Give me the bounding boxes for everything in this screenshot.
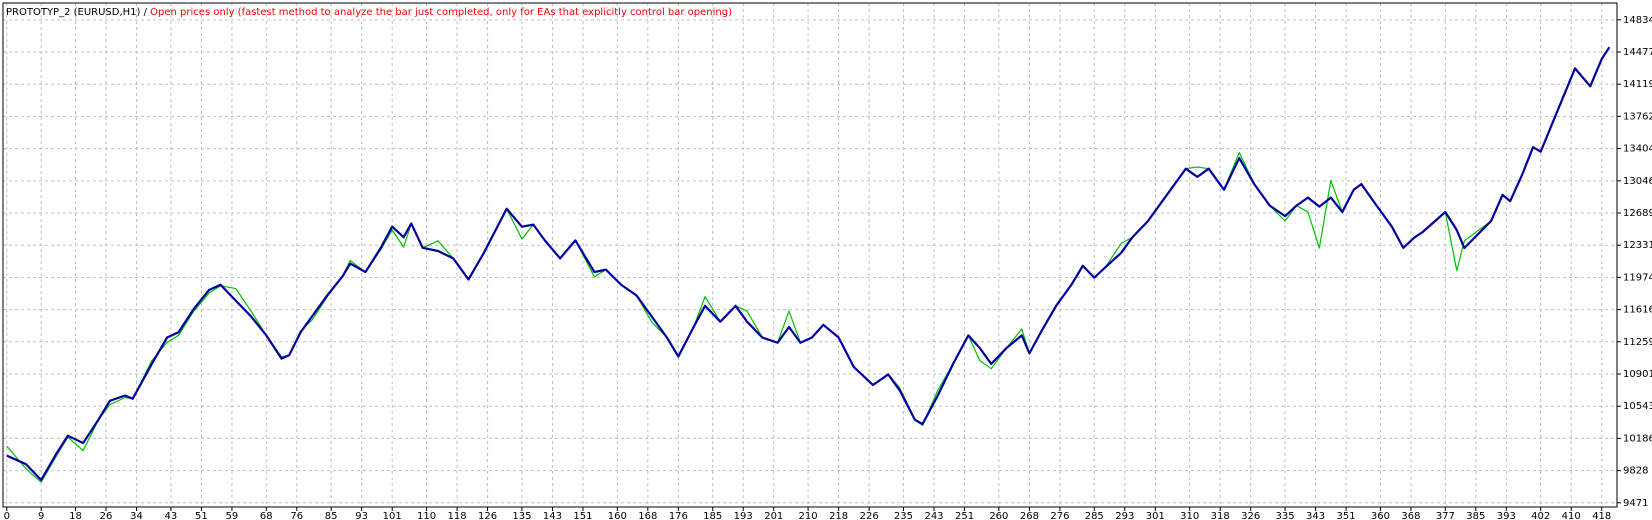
- y-tick-label: 14834: [1623, 15, 1652, 26]
- chart-title: PROTOTYP_2 (EURUSD,H1) / Open prices onl…: [6, 7, 732, 18]
- x-tick-label: 201: [764, 511, 783, 520]
- y-tick-label: 14119: [1623, 79, 1652, 90]
- x-tick-label: 260: [989, 511, 1008, 520]
- x-tick-label: 293: [1115, 511, 1134, 520]
- x-tick-label: 235: [894, 511, 913, 520]
- x-tick-label: 301: [1146, 511, 1165, 520]
- x-tick-label: 402: [1531, 511, 1550, 520]
- x-tick-label: 193: [734, 511, 753, 520]
- y-tick-label: 11616: [1623, 305, 1652, 316]
- x-tick-label: 368: [1401, 511, 1420, 520]
- chart-title-main: PROTOTYP_2 (EURUSD,H1) /: [6, 7, 148, 18]
- x-tick-label: 276: [1050, 511, 1069, 520]
- x-tick-label: 59: [226, 511, 239, 520]
- x-tick-label: 351: [1337, 511, 1356, 520]
- x-tick-label: 68: [260, 511, 273, 520]
- y-tick-label: 10901: [1623, 369, 1652, 380]
- x-tick-label: 143: [543, 511, 562, 520]
- x-tick-label: 9: [38, 511, 44, 520]
- y-tick-label: 10543: [1623, 401, 1652, 412]
- x-tick-label: 343: [1306, 511, 1325, 520]
- x-tick-label: 310: [1180, 511, 1199, 520]
- x-tick-label: 85: [325, 511, 338, 520]
- x-tick-label: 101: [383, 511, 402, 520]
- x-tick-label: 268: [1020, 511, 1039, 520]
- x-tick-label: 243: [924, 511, 943, 520]
- y-tick-label: 14477: [1623, 47, 1652, 58]
- x-tick-label: 43: [165, 511, 178, 520]
- x-tick-label: 210: [799, 511, 818, 520]
- y-tick-label: 9471: [1623, 498, 1648, 509]
- y-tick-label: 13046: [1623, 176, 1652, 187]
- chart-subtitle: Open prices only (fastest method to anal…: [150, 7, 732, 18]
- x-tick-label: 18: [69, 511, 82, 520]
- x-tick-label: 51: [195, 511, 208, 520]
- x-tick-label: 360: [1371, 511, 1390, 520]
- y-tick-label: 11974: [1623, 272, 1652, 283]
- x-tick-label: 176: [669, 511, 688, 520]
- x-tick-label: 326: [1241, 511, 1260, 520]
- x-tick-label: 418: [1592, 511, 1611, 520]
- y-tick-label: 12689: [1623, 208, 1652, 219]
- series-line: [6, 46, 1611, 482]
- x-tick-label: 393: [1497, 511, 1516, 520]
- x-tick-label: 410: [1562, 511, 1581, 520]
- x-tick-label: 76: [290, 511, 303, 520]
- y-tick-label: 9828: [1623, 466, 1648, 477]
- x-tick-label: 135: [512, 511, 531, 520]
- x-tick-label: 385: [1466, 511, 1485, 520]
- x-tick-label: 377: [1436, 511, 1455, 520]
- y-tick-label: 11259: [1623, 337, 1652, 348]
- x-tick-label: 110: [417, 511, 436, 520]
- y-tick-label: 12331: [1623, 240, 1652, 251]
- y-tick-label: 13762: [1623, 111, 1652, 122]
- x-tick-label: 318: [1211, 511, 1230, 520]
- x-tick-label: 0: [4, 511, 10, 520]
- plot-frame: [2, 2, 1618, 508]
- x-tick-label: 251: [955, 511, 974, 520]
- x-tick-label: 335: [1275, 511, 1294, 520]
- y-tick-label: 10186: [1623, 433, 1652, 444]
- x-tick-label: 185: [703, 511, 722, 520]
- x-tick-label: 34: [130, 511, 143, 520]
- x-tick-label: 285: [1085, 511, 1104, 520]
- x-tick-label: 218: [829, 511, 848, 520]
- x-tick-label: 93: [355, 511, 368, 520]
- x-tick-label: 160: [608, 511, 627, 520]
- x-tick-label: 118: [448, 511, 467, 520]
- x-tick-label: 151: [573, 511, 592, 520]
- x-tick-label: 168: [638, 511, 657, 520]
- x-tick-label: 26: [100, 511, 113, 520]
- x-tick-label: 126: [478, 511, 497, 520]
- y-tick-label: 13404: [1623, 144, 1652, 155]
- x-tick-label: 226: [860, 511, 879, 520]
